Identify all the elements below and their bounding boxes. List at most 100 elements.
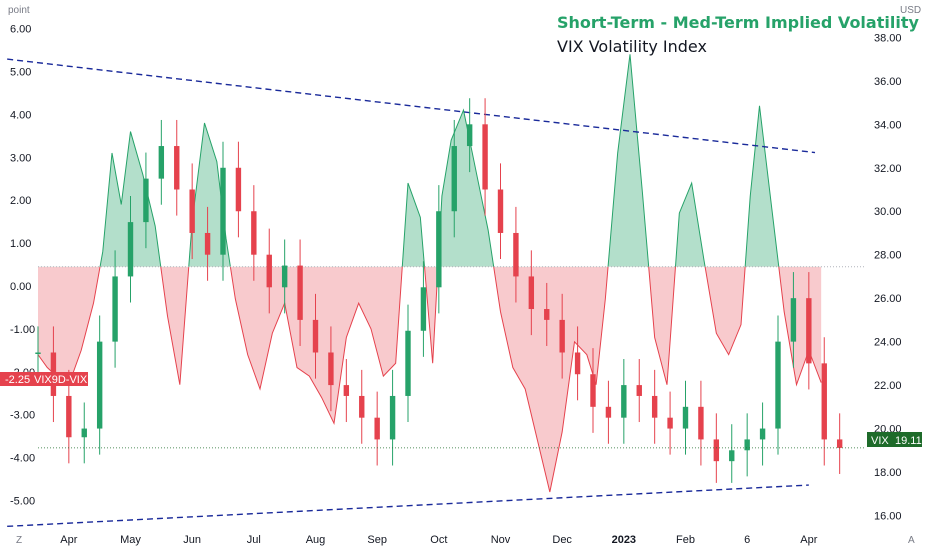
trend-line-1 (7, 484, 809, 528)
vix-candle-body (528, 276, 535, 310)
vix-candle-body (466, 124, 473, 147)
x-tick-label: 2023 (612, 534, 636, 546)
left-tick-label: 1.00 (10, 238, 31, 250)
vix-candle-body (775, 341, 781, 429)
vix-candle (281, 239, 288, 314)
vix-candle (544, 282, 550, 346)
vix-candle-body (574, 352, 581, 375)
timezone-toggle[interactable]: Z (16, 535, 22, 546)
vix-candle-body (821, 363, 827, 440)
vix-candle-body (251, 211, 257, 255)
vix-candle (451, 119, 457, 238)
vix-candle (420, 261, 427, 357)
vix-candle-body (436, 211, 442, 288)
right-tick-label: 36.00 (874, 76, 902, 88)
spread-series-name: VIX9D-VIX (34, 374, 88, 386)
vix-candle-body (605, 406, 612, 418)
vix-candle (112, 250, 118, 368)
vix-candle-body (636, 385, 642, 396)
x-tick-label: Feb (676, 534, 695, 546)
x-tick-label: May (120, 534, 141, 546)
vix-candle-body (66, 395, 72, 438)
vix-candle (497, 163, 504, 260)
spread-current-value: -2.25 (5, 374, 30, 386)
left-tick-label: -5.00 (10, 496, 35, 508)
vix-candle (220, 141, 226, 281)
vix-candle (806, 272, 812, 390)
vix-series-name: VIX (871, 435, 889, 447)
vix-candle (343, 359, 350, 423)
right-tick-label: 32.00 (874, 163, 902, 175)
vix-candle-body (81, 428, 87, 438)
vix-candle-body (389, 395, 396, 440)
right-tick-label: 16.00 (874, 510, 902, 522)
left-tick-label: -4.00 (10, 453, 35, 465)
vix-candle (636, 359, 642, 423)
auto-scale-toggle[interactable]: A (908, 535, 915, 546)
vix-candle-body (744, 439, 750, 451)
vix-candle-body (836, 439, 843, 448)
vix-candle-body (112, 276, 118, 342)
right-tick-label: 34.00 (874, 119, 902, 131)
left-tick-label: 3.00 (10, 152, 31, 164)
vix-candle-body (713, 439, 720, 462)
vix-candle (790, 272, 797, 368)
spread-area-above (38, 54, 822, 267)
x-tick-label: Sep (367, 534, 387, 546)
left-tick-label: -3.00 (10, 410, 35, 422)
vix-candle-body (420, 287, 427, 331)
vix-candle (528, 250, 535, 336)
vix-candle-body (235, 167, 242, 212)
spread-value-badge: -2.25 VIX9D-VIX (0, 372, 88, 386)
vix-candle (574, 326, 581, 401)
vix-candle-body (189, 189, 195, 233)
vix-candle-body (328, 352, 334, 386)
vix-candle-body (729, 450, 735, 462)
vix-candle (667, 391, 673, 455)
chart-subtitle: VIX Volatility Index (557, 37, 707, 56)
vix-value-badge: VIX 19.11 (867, 432, 922, 447)
vix-candle-body (174, 146, 180, 190)
vix-candle (374, 391, 380, 466)
vix-candle (513, 206, 519, 303)
vix-candle-body (621, 385, 627, 418)
vix-candle (621, 359, 627, 444)
vix-candle (821, 337, 827, 466)
vix-candle-body (682, 406, 689, 429)
left-tick-label: 2.00 (10, 195, 31, 207)
vix-candle (312, 293, 319, 379)
vix-candle (189, 163, 195, 260)
vix-candle-body (158, 146, 165, 179)
vix-candle (651, 369, 658, 444)
vix-candle (405, 304, 411, 423)
vix-candle-body (790, 298, 797, 342)
vix-candle (328, 326, 334, 412)
vix-candle-body (559, 319, 565, 353)
vix-candle-body (651, 395, 658, 418)
vix-candle-body (405, 330, 411, 396)
x-tick-label: Aug (306, 534, 326, 546)
vix-candles-layer (35, 98, 866, 483)
right-tick-label: 18.00 (874, 467, 902, 479)
vix-candle (775, 315, 781, 455)
vix-candle (436, 185, 442, 314)
vix-candle (466, 98, 473, 173)
left-tick-label: 4.00 (10, 109, 31, 121)
right-tick-label: 38.00 (874, 32, 902, 44)
axes-layer: 6.005.004.003.002.001.000.00-1.00-2.00-3… (10, 24, 902, 546)
vix-candle (359, 369, 365, 444)
vix-candle-body (343, 385, 350, 396)
reference-lines-layer (7, 58, 816, 528)
vix-candle (836, 413, 843, 474)
x-tick-label: Dec (552, 534, 572, 546)
vix-candle-body (759, 428, 766, 440)
spread-area-below (38, 266, 822, 492)
vix-candle (482, 98, 488, 216)
spread-line-above (99, 54, 780, 267)
right-tick-label: 30.00 (874, 206, 902, 218)
x-tick-label: 6 (744, 534, 750, 546)
vix-candle-body (497, 189, 504, 233)
vix-candle (96, 315, 103, 455)
right-tick-label: 24.00 (874, 337, 902, 349)
right-tick-label: 28.00 (874, 250, 902, 262)
